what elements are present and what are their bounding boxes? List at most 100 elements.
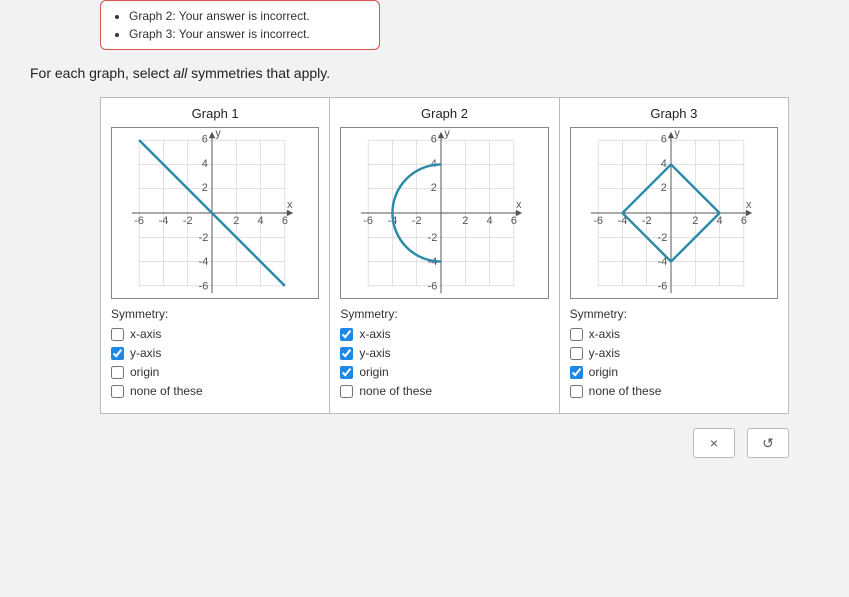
- y-axis-label: y: [445, 128, 451, 140]
- svg-text:-6: -6: [364, 215, 374, 227]
- option-origin[interactable]: origin: [340, 365, 548, 379]
- panel-graph-3: Graph 3 -6-4-2246 246-2-4-6 x y: [560, 98, 788, 413]
- graph-svg: -6 -4 -2 2 4 6 2 4 6 -2 -4 -6 x y: [112, 128, 312, 298]
- graph-title: Graph 3: [570, 106, 778, 121]
- x-axis-label: x: [287, 199, 293, 211]
- svg-text:2: 2: [233, 215, 239, 227]
- reset-icon: ↺: [762, 435, 774, 452]
- feedback-box: Graph 2: Your answer is incorrect. Graph…: [100, 0, 380, 50]
- option-label: x-axis: [589, 327, 620, 341]
- graph-svg: -6-4-2246 246-2-4-6 x y: [341, 128, 541, 298]
- graph-svg: -6-4-2246 246-2-4-6 x y: [571, 128, 771, 298]
- y-axis-label: y: [674, 128, 680, 140]
- svg-text:6: 6: [202, 134, 208, 146]
- graph-canvas-3: -6-4-2246 246-2-4-6 x y: [570, 127, 778, 299]
- checkbox-origin[interactable]: [570, 366, 583, 379]
- option-label: origin: [359, 365, 388, 379]
- svg-text:6: 6: [740, 215, 746, 227]
- checkbox-none[interactable]: [570, 385, 583, 398]
- option-label: y-axis: [359, 346, 390, 360]
- checkbox-x-axis[interactable]: [340, 328, 353, 341]
- checkbox-y-axis[interactable]: [570, 347, 583, 360]
- graph-panels: Graph 1 -6 -4 -2 2 4 6 2 4 6 -2 -4 -6 x y: [100, 97, 789, 414]
- x-axis-label: x: [516, 199, 522, 211]
- y-axis-label: y: [215, 128, 221, 140]
- option-label: y-axis: [589, 346, 620, 360]
- checkbox-origin[interactable]: [111, 366, 124, 379]
- svg-text:2: 2: [692, 215, 698, 227]
- svg-text:-2: -2: [657, 232, 667, 244]
- symmetry-label: Symmetry:: [111, 307, 319, 321]
- option-label: none of these: [130, 384, 203, 398]
- svg-text:-6: -6: [593, 215, 603, 227]
- instruction-emph: all: [173, 65, 187, 81]
- svg-text:-6: -6: [199, 281, 209, 293]
- symmetry-label: Symmetry:: [570, 307, 778, 321]
- svg-text:6: 6: [511, 215, 517, 227]
- reset-button[interactable]: ↺: [747, 428, 789, 458]
- svg-text:4: 4: [202, 158, 208, 170]
- checkbox-none[interactable]: [111, 385, 124, 398]
- close-icon: ×: [710, 435, 718, 451]
- svg-text:-6: -6: [657, 281, 667, 293]
- checkbox-none[interactable]: [340, 385, 353, 398]
- svg-text:-4: -4: [159, 215, 169, 227]
- svg-text:2: 2: [431, 182, 437, 194]
- graph-canvas-1: -6 -4 -2 2 4 6 2 4 6 -2 -4 -6 x y: [111, 127, 319, 299]
- panel-graph-1: Graph 1 -6 -4 -2 2 4 6 2 4 6 -2 -4 -6 x y: [101, 98, 330, 413]
- option-y-axis[interactable]: y-axis: [340, 346, 548, 360]
- svg-text:6: 6: [282, 215, 288, 227]
- graph-title: Graph 1: [111, 106, 319, 121]
- option-none[interactable]: none of these: [340, 384, 548, 398]
- checkbox-x-axis[interactable]: [111, 328, 124, 341]
- symmetry-label: Symmetry:: [340, 307, 548, 321]
- x-axis-label: x: [746, 199, 752, 211]
- feedback-list: Graph 2: Your answer is incorrect. Graph…: [129, 7, 365, 43]
- option-x-axis[interactable]: x-axis: [570, 327, 778, 341]
- svg-text:6: 6: [660, 134, 666, 146]
- svg-text:2: 2: [202, 182, 208, 194]
- svg-text:-2: -2: [642, 215, 652, 227]
- action-bar: × ↺: [0, 428, 789, 458]
- panel-graph-2: Graph 2 -6-4-2246 246-2-4-6 x y: [330, 98, 559, 413]
- feedback-item: Graph 2: Your answer is incorrect.: [129, 7, 365, 25]
- svg-text:-6: -6: [134, 215, 144, 227]
- feedback-item: Graph 3: Your answer is incorrect.: [129, 25, 365, 43]
- clear-button[interactable]: ×: [693, 428, 735, 458]
- option-label: none of these: [589, 384, 662, 398]
- option-label: x-axis: [130, 327, 161, 341]
- option-x-axis[interactable]: x-axis: [111, 327, 319, 341]
- svg-text:-6: -6: [428, 281, 438, 293]
- svg-text:4: 4: [258, 215, 264, 227]
- option-x-axis[interactable]: x-axis: [340, 327, 548, 341]
- svg-text:2: 2: [463, 215, 469, 227]
- option-none[interactable]: none of these: [570, 384, 778, 398]
- checkbox-x-axis[interactable]: [570, 328, 583, 341]
- option-none[interactable]: none of these: [111, 384, 319, 398]
- checkbox-y-axis[interactable]: [340, 347, 353, 360]
- svg-text:4: 4: [487, 215, 493, 227]
- option-label: y-axis: [130, 346, 161, 360]
- option-y-axis[interactable]: y-axis: [111, 346, 319, 360]
- svg-text:2: 2: [660, 182, 666, 194]
- option-label: origin: [589, 365, 618, 379]
- option-origin[interactable]: origin: [570, 365, 778, 379]
- svg-text:-4: -4: [199, 256, 209, 268]
- svg-text:6: 6: [431, 134, 437, 146]
- svg-text:-2: -2: [428, 232, 438, 244]
- graph-canvas-2: -6-4-2246 246-2-4-6 x y: [340, 127, 548, 299]
- option-label: x-axis: [359, 327, 390, 341]
- option-origin[interactable]: origin: [111, 365, 319, 379]
- svg-text:-2: -2: [183, 215, 193, 227]
- option-label: none of these: [359, 384, 432, 398]
- svg-text:-2: -2: [199, 232, 209, 244]
- instruction-prefix: For each graph, select: [30, 65, 173, 81]
- instruction-suffix: symmetries that apply.: [187, 65, 330, 81]
- instruction-text: For each graph, select all symmetries th…: [30, 65, 819, 81]
- graph-title: Graph 2: [340, 106, 548, 121]
- svg-text:-2: -2: [412, 215, 422, 227]
- option-y-axis[interactable]: y-axis: [570, 346, 778, 360]
- option-label: origin: [130, 365, 159, 379]
- checkbox-origin[interactable]: [340, 366, 353, 379]
- checkbox-y-axis[interactable]: [111, 347, 124, 360]
